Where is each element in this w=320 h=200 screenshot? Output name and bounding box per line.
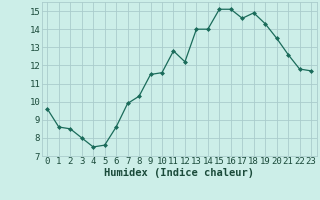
X-axis label: Humidex (Indice chaleur): Humidex (Indice chaleur) bbox=[104, 168, 254, 178]
